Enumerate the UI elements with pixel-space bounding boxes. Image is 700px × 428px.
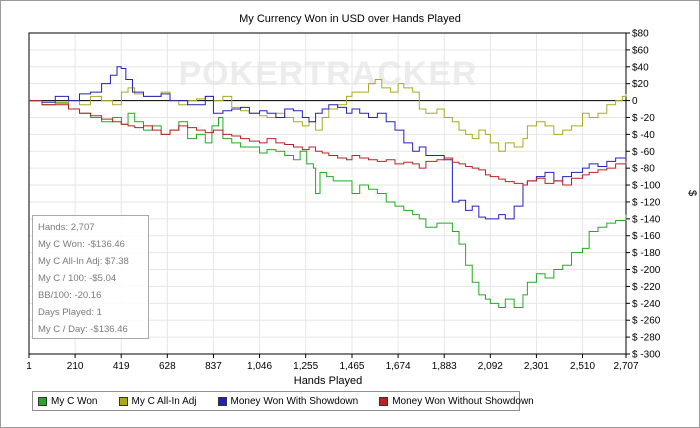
y-tick-label: $ -140 bbox=[632, 214, 661, 225]
chart-title: My Currency Won in USD over Hands Played bbox=[239, 13, 461, 25]
chart-legend: My C Won My C All-In Adj Money Won With … bbox=[32, 391, 534, 411]
stat-bb-100: BB/100: -20.16 bbox=[38, 290, 102, 301]
stat-allin-adj: My C All-In Adj: $7.38 bbox=[38, 256, 129, 267]
y-tick-label: $ -80 bbox=[632, 164, 655, 175]
x-tick-label: 2,301 bbox=[524, 361, 549, 372]
x-tick-label: 1,674 bbox=[386, 361, 411, 372]
legend-swatch bbox=[379, 396, 389, 406]
y-tick-label: $ -300 bbox=[632, 350, 661, 361]
x-axis-label: Hands Played bbox=[294, 375, 363, 387]
x-tick-label: 1,255 bbox=[293, 361, 318, 372]
y-tick-label: $ -220 bbox=[632, 282, 661, 293]
x-tick-label: 2,707 bbox=[613, 361, 638, 372]
x-tick-label: 1,046 bbox=[247, 361, 272, 372]
legend-label: My C All-In Adj bbox=[131, 395, 197, 407]
x-tick-label: 1 bbox=[26, 361, 32, 372]
legend-swatch bbox=[118, 396, 128, 406]
x-tick-label: 2,510 bbox=[570, 361, 595, 372]
stat-per-day: My C / Day: -$136.46 bbox=[38, 324, 128, 335]
watermark: POKERTRACKER bbox=[178, 55, 477, 93]
legend-item-without-showdown[interactable]: Money Won Without Showdown bbox=[379, 396, 534, 407]
y-tick-label: $ -60 bbox=[632, 147, 655, 158]
y-axis-label: $ bbox=[686, 190, 698, 196]
x-tick-label: 628 bbox=[159, 361, 176, 372]
y-tick-label: $ -100 bbox=[632, 181, 661, 192]
y-tick-label: $ -260 bbox=[632, 316, 661, 327]
y-tick-label: $ -280 bbox=[632, 333, 661, 344]
y-tick-label: $ -40 bbox=[632, 130, 655, 141]
stat-days-played: Days Played: 1 bbox=[38, 307, 102, 318]
y-tick-label: 0 bbox=[632, 96, 638, 107]
y-tick-label: $ -120 bbox=[632, 197, 661, 208]
legend-item-my-c-won[interactable]: My C Won bbox=[38, 396, 98, 407]
legend-swatch bbox=[217, 396, 227, 406]
stat-won: My C Won: -$136.46 bbox=[38, 239, 125, 250]
y-tick-label: $ -240 bbox=[632, 299, 661, 310]
y-tick-label: $ -20 bbox=[632, 113, 655, 124]
series-line-3 bbox=[29, 100, 627, 186]
x-tick-label: 210 bbox=[67, 361, 84, 372]
legend-item-all-in-adj[interactable]: My C All-In Adj bbox=[118, 395, 197, 407]
legend-label: Money Won Without Showdown bbox=[392, 395, 534, 407]
stat-hands: Hands: 2,707 bbox=[38, 222, 95, 233]
x-tick-label: 837 bbox=[205, 361, 222, 372]
y-tick-label: $80 bbox=[632, 29, 649, 40]
y-tick-label: $ -200 bbox=[632, 265, 661, 276]
plot-area bbox=[28, 32, 627, 355]
y-tick-label: $60 bbox=[632, 45, 649, 56]
y-tick-label: $ -160 bbox=[632, 231, 661, 242]
x-tick-label: 2,092 bbox=[478, 361, 503, 372]
x-tick-label: 419 bbox=[113, 361, 130, 372]
x-tick-label: 1,465 bbox=[339, 361, 364, 372]
stats-box: Hands: 2,707 My C Won: -$136.46 My C All… bbox=[32, 215, 149, 339]
y-tick-label: $ -180 bbox=[632, 248, 661, 259]
legend-item-with-showdown[interactable]: Money Won With Showdown bbox=[217, 395, 359, 407]
y-tick-label: $20 bbox=[632, 79, 649, 90]
y-tick-label: $40 bbox=[632, 62, 649, 73]
legend-label: Money Won With Showdown bbox=[230, 395, 359, 407]
stat-per-100: My C / 100: -$5.04 bbox=[38, 273, 117, 284]
x-tick-label: 1,883 bbox=[432, 361, 457, 372]
legend-label: My C Won bbox=[51, 395, 98, 407]
legend-swatch bbox=[38, 396, 47, 406]
